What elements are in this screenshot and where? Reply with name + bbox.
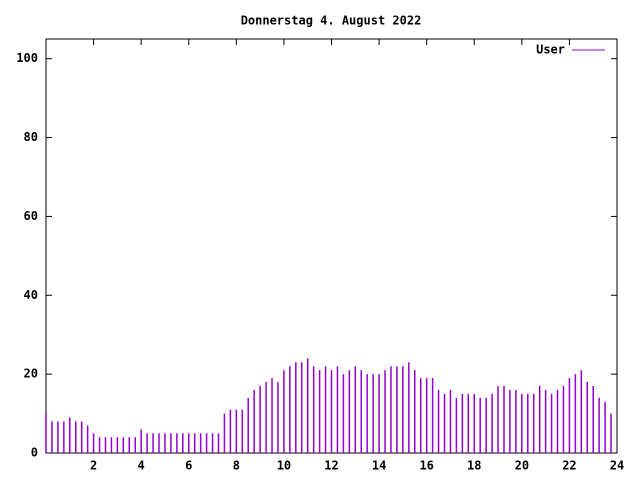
x-tick-label: 4 [138, 459, 145, 473]
x-tick-label: 20 [515, 459, 529, 473]
x-tick-label: 24 [610, 459, 624, 473]
x-tick-label: 22 [562, 459, 576, 473]
x-tick-label: 6 [185, 459, 192, 473]
y-tick-label: 40 [24, 288, 38, 302]
x-tick-label: 16 [419, 459, 433, 473]
x-tick-label: 18 [467, 459, 481, 473]
chart-title: Donnerstag 4. August 2022 [241, 14, 422, 28]
y-tick-label: 60 [24, 209, 38, 223]
y-tick-label: 80 [24, 130, 38, 144]
x-tick-label: 12 [324, 459, 338, 473]
x-tick-label: 10 [277, 459, 291, 473]
y-tick-label: 100 [16, 51, 38, 65]
x-tick-label: 2 [90, 459, 97, 473]
x-tick-label: 8 [233, 459, 240, 473]
x-tick-label: 14 [372, 459, 386, 473]
legend-label: User [536, 43, 565, 57]
y-tick-label: 0 [31, 446, 38, 460]
y-tick-label: 20 [24, 367, 38, 381]
